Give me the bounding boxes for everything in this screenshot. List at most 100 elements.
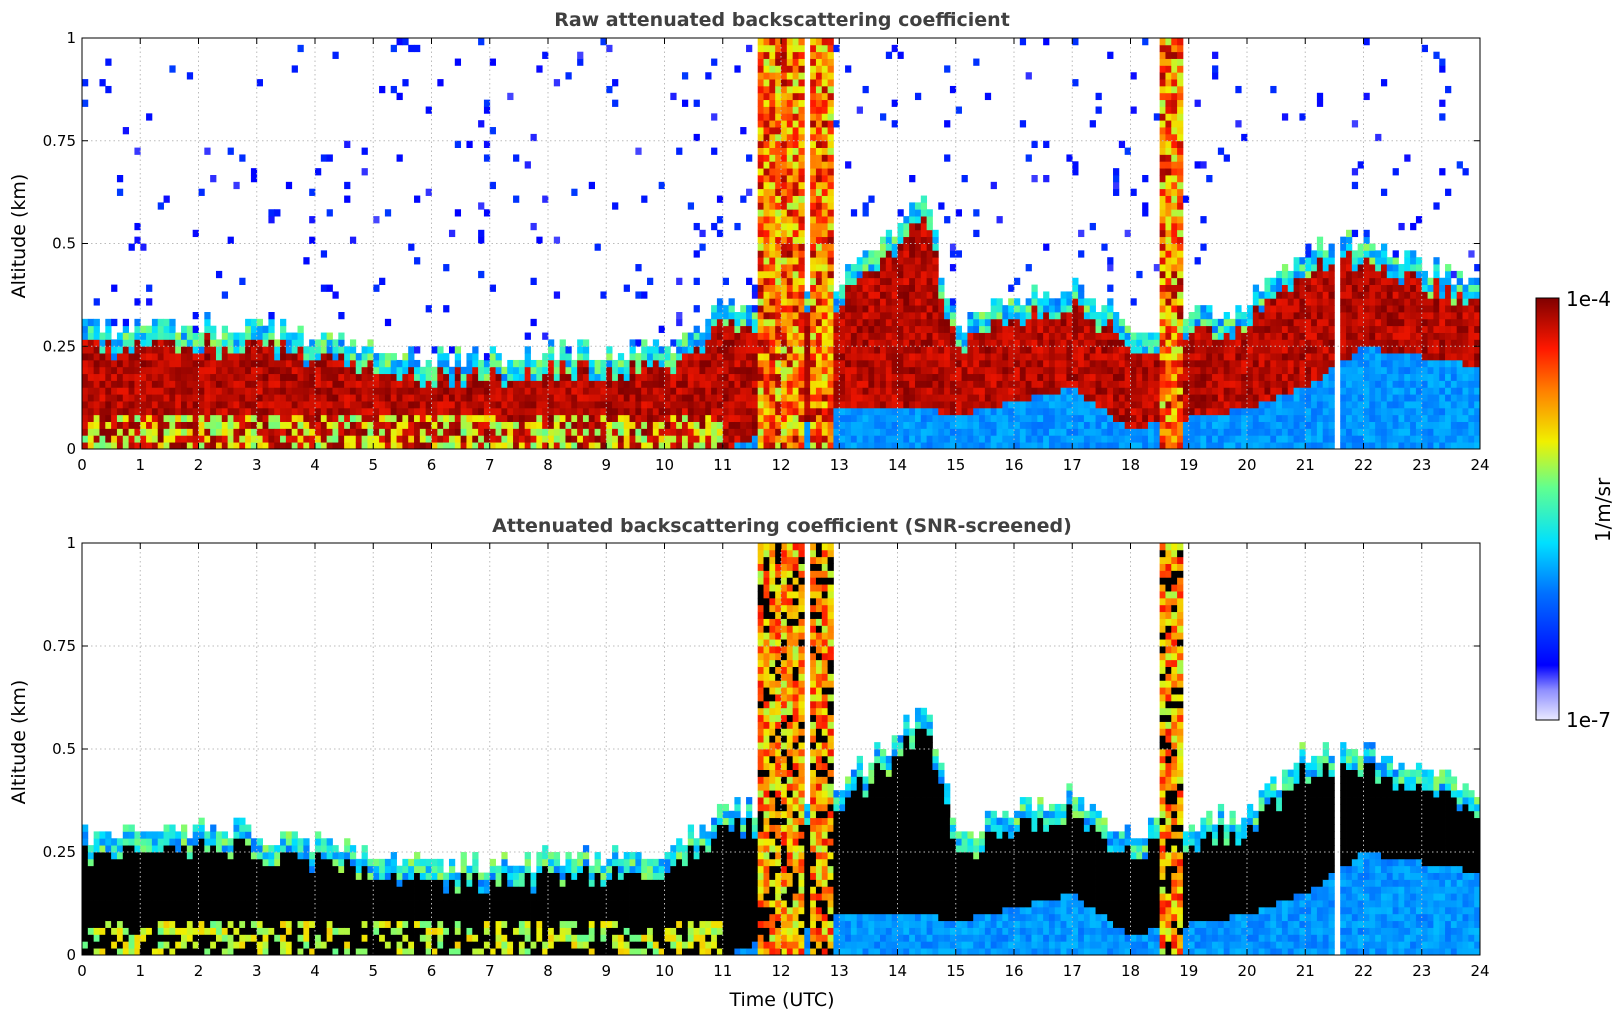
heatmap-cell xyxy=(1165,325,1172,333)
heatmap-cell xyxy=(670,387,677,395)
heatmap-cell xyxy=(1281,394,1289,402)
heatmap-cell xyxy=(827,257,834,265)
heatmap-cell xyxy=(303,442,310,450)
heatmap-cell xyxy=(262,332,269,340)
heatmap-cell xyxy=(1008,325,1015,333)
heatmap-cell xyxy=(239,339,246,347)
heatmap-cell xyxy=(1031,366,1038,375)
heatmap-cell xyxy=(332,428,339,436)
heatmap-cell xyxy=(210,366,217,375)
heatmap-cell xyxy=(379,277,386,285)
heatmap-cell xyxy=(798,387,805,395)
heatmap-cell xyxy=(868,359,875,368)
heatmap-cell xyxy=(711,58,718,66)
heatmap-cell xyxy=(163,373,170,381)
heatmap-cell xyxy=(786,38,794,46)
heatmap-cell xyxy=(1019,38,1027,46)
heatmap-cell xyxy=(1241,394,1248,402)
heatmap-cell xyxy=(751,284,759,292)
heatmap-cell xyxy=(1171,147,1178,155)
heatmap-cell xyxy=(810,72,817,80)
heatmap-cell xyxy=(612,359,619,368)
heatmap-cell xyxy=(1083,332,1091,340)
heatmap-cell xyxy=(1066,435,1073,443)
heatmap-cell xyxy=(815,229,823,238)
heatmap-cell xyxy=(1002,353,1009,361)
heatmap-cell xyxy=(489,394,496,402)
heatmap-cell xyxy=(379,387,386,395)
heatmap-cell xyxy=(1066,394,1073,402)
heatmap-cell xyxy=(827,229,834,238)
heatmap-cell xyxy=(821,414,828,422)
heatmap-cell xyxy=(1107,257,1114,265)
heatmap-cell xyxy=(874,387,881,395)
heatmap-cell xyxy=(116,346,124,354)
heatmap-cell xyxy=(524,346,531,354)
heatmap-cell xyxy=(1235,401,1242,409)
heatmap-cell xyxy=(431,373,438,381)
heatmap-cell xyxy=(1252,305,1260,313)
heatmap-cell xyxy=(984,401,992,409)
heatmap-cell xyxy=(1060,401,1067,409)
heatmap-cell xyxy=(198,188,205,196)
heatmap-cell xyxy=(402,79,409,87)
heatmap-cell xyxy=(1037,373,1044,381)
heatmap-cell xyxy=(472,353,479,361)
heatmap-cell xyxy=(309,359,316,368)
heatmap-cell xyxy=(711,339,718,347)
heatmap-cell xyxy=(338,332,345,340)
heatmap-cell xyxy=(757,51,764,59)
heatmap-cell xyxy=(880,373,887,381)
heatmap-cell xyxy=(990,387,997,395)
heatmap-cell xyxy=(437,428,444,436)
heatmap-cell xyxy=(116,366,124,375)
heatmap-cell xyxy=(810,127,817,135)
heatmap-cell xyxy=(815,339,823,347)
heatmap-cell xyxy=(1043,373,1050,381)
heatmap-cell xyxy=(233,401,240,409)
heatmap-cell xyxy=(1072,421,1079,429)
heatmap-cell xyxy=(384,373,392,381)
heatmap-cell xyxy=(786,407,794,416)
heatmap-cell xyxy=(1281,414,1289,422)
heatmap-cell xyxy=(1136,346,1143,354)
heatmap-cell xyxy=(885,243,893,251)
heatmap-cell xyxy=(198,346,205,354)
heatmap-cell xyxy=(1159,442,1166,450)
heatmap-cell xyxy=(792,250,799,258)
heatmap-cell xyxy=(105,318,112,327)
heatmap-cell xyxy=(1101,312,1108,320)
heatmap-cell xyxy=(175,373,182,381)
heatmap-cell xyxy=(163,442,170,450)
heatmap-cell xyxy=(874,298,881,306)
heatmap-cell xyxy=(1043,332,1050,340)
heatmap-cell xyxy=(466,359,473,368)
heatmap-cell xyxy=(792,325,799,333)
heatmap-cell xyxy=(175,387,182,395)
heatmap-cell xyxy=(821,195,828,203)
heatmap-cell xyxy=(920,318,928,327)
heatmap-cell xyxy=(320,428,328,436)
heatmap-cell xyxy=(548,380,555,388)
heatmap-cell xyxy=(210,175,217,183)
heatmap-cell xyxy=(1188,401,1195,409)
heatmap-cell xyxy=(868,421,875,429)
heatmap-cell xyxy=(920,366,928,375)
heatmap-cell xyxy=(716,312,724,320)
heatmap-cell xyxy=(693,373,700,381)
heatmap-cell xyxy=(728,339,735,347)
heatmap-cell xyxy=(1281,305,1289,313)
heatmap-cell xyxy=(833,325,840,333)
heatmap-cell xyxy=(1008,339,1015,347)
heatmap-cell xyxy=(524,161,531,169)
heatmap-cell xyxy=(1165,243,1172,251)
heatmap-cell xyxy=(926,428,933,436)
heatmap-cell xyxy=(530,387,537,395)
heatmap-cell xyxy=(1258,387,1265,395)
heatmap-cell xyxy=(769,277,776,285)
heatmap-cell xyxy=(804,435,811,443)
heatmap-cell xyxy=(897,428,904,436)
heatmap-cell xyxy=(93,387,100,395)
heatmap-cell xyxy=(524,414,531,422)
heatmap-cell xyxy=(815,353,823,361)
